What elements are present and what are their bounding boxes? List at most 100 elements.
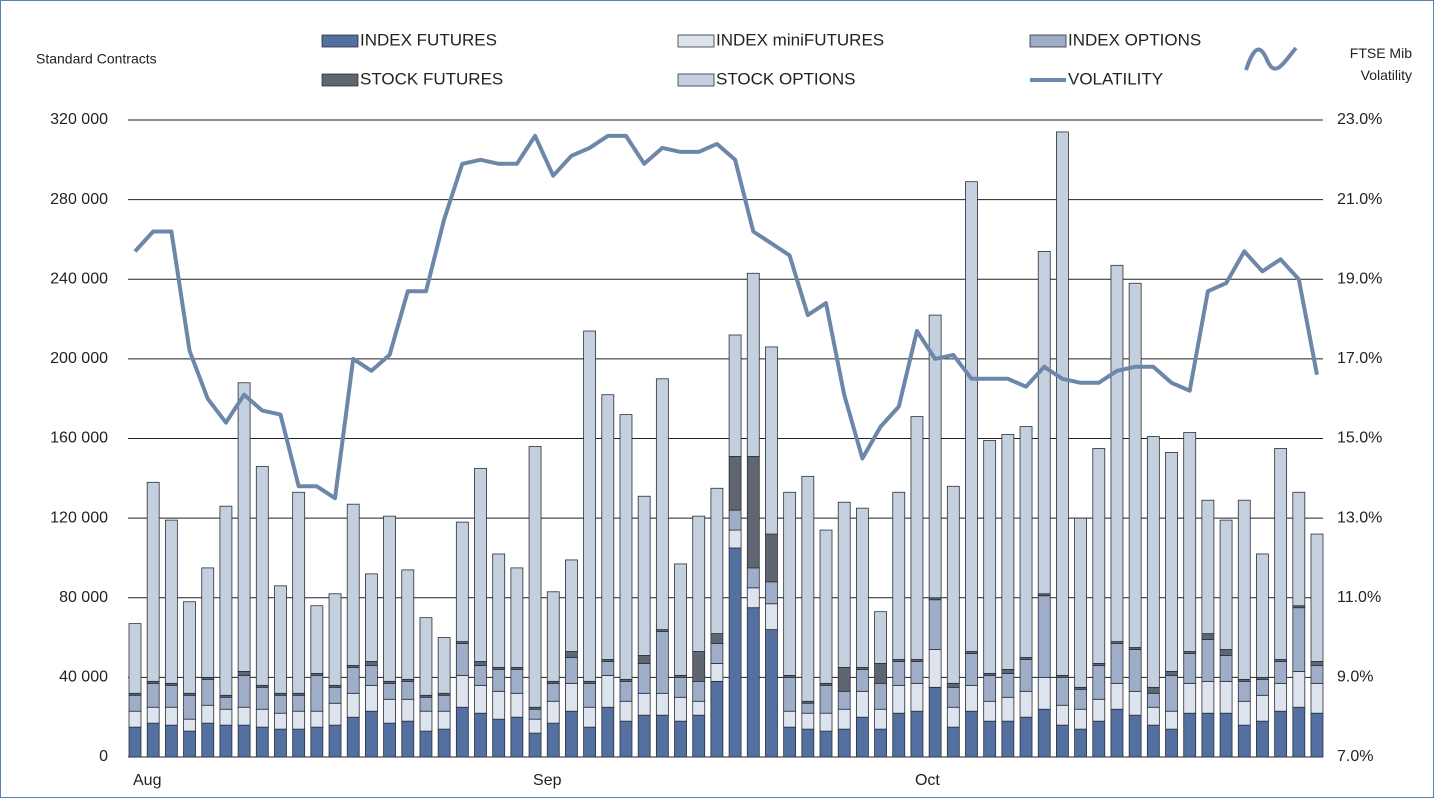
volatility-icon [1244, 46, 1298, 71]
bar-segment [619, 414, 633, 680]
bar-segment [837, 667, 851, 692]
bar-segment [819, 684, 833, 714]
bar-segment [146, 706, 160, 724]
bar-segment [528, 718, 542, 734]
bar-segment [146, 682, 160, 708]
bar-segment [419, 696, 433, 712]
bar-segment [1256, 678, 1269, 696]
bar-segment [874, 708, 887, 730]
bar-segment [710, 487, 724, 634]
bar-segment [128, 694, 142, 712]
bar-segment [274, 728, 287, 758]
bar-segment [565, 559, 578, 652]
bar-segment [1256, 720, 1269, 758]
bar-segment [1146, 692, 1160, 708]
bar-segment [1274, 448, 1288, 660]
bar-segment [710, 663, 724, 682]
bar-segment [528, 732, 542, 758]
bar-segment [674, 696, 687, 722]
bar-segment [946, 485, 960, 684]
bar-segment [492, 669, 506, 692]
bar-segment [765, 629, 778, 758]
bar-segment [310, 726, 324, 758]
bar-segment [419, 710, 433, 732]
bar-segment [1001, 720, 1015, 758]
legend-label: INDEX FUTURES [360, 30, 497, 49]
bar-segment [637, 692, 651, 716]
bar-segment [874, 611, 887, 664]
bar-segment [1183, 682, 1197, 714]
bar-segment [1092, 720, 1106, 758]
bar-segment [946, 706, 960, 728]
y-tick-label: 120 000 [50, 509, 108, 526]
bar-segment [946, 686, 960, 708]
volatility-line [133, 133, 1319, 501]
bar-segment [928, 599, 942, 650]
bar-segment [983, 674, 997, 702]
y-tick-label: 0 [99, 748, 108, 765]
bar-segment [474, 467, 487, 662]
bar-segment [255, 726, 269, 758]
bar-segment [255, 686, 269, 710]
bar-segment [419, 617, 433, 696]
bar-segment [910, 710, 924, 758]
bar-segment [1074, 688, 1087, 710]
bar-segment [492, 690, 506, 720]
bar-segment [237, 724, 251, 758]
bar-segment [692, 700, 706, 716]
y2-tick-label: 19.0% [1337, 270, 1382, 287]
bar-segment [746, 456, 760, 569]
bar-segment [1074, 517, 1087, 688]
y-tick-label: 280 000 [50, 191, 108, 208]
bar-segment [1092, 698, 1106, 722]
legend-swatch [677, 73, 715, 87]
bar-segment [201, 704, 215, 724]
bar-segment [1183, 653, 1197, 684]
bar-segment [801, 702, 815, 714]
y2-axis-title: FTSE Mib Volatility [1349, 45, 1412, 83]
bar-segment [219, 505, 233, 696]
bar-segment [801, 475, 815, 702]
legend-label: VOLATILITY [1068, 69, 1163, 88]
bar-segment [292, 710, 306, 730]
bar-segment [765, 581, 778, 605]
bar-segment [1019, 716, 1033, 758]
bar-segment [1292, 706, 1306, 758]
bar-segment [692, 680, 706, 702]
bar-segment [128, 623, 142, 694]
bar-segment [855, 690, 869, 718]
bar-segment [328, 593, 342, 686]
bar-segment [819, 529, 833, 684]
bar-segment [546, 591, 560, 682]
bar-segment [401, 680, 415, 700]
bar-segment [1310, 665, 1324, 684]
bar-segment [201, 678, 215, 706]
bar-segment [474, 712, 487, 758]
bar-segment [1237, 499, 1251, 680]
bar-segment [1292, 671, 1306, 708]
bar-segment [401, 569, 415, 680]
bar-segment [219, 724, 233, 758]
y2-tick-label: 9.0% [1337, 669, 1373, 686]
bar-segment [1201, 499, 1215, 634]
bar-segment [401, 698, 415, 722]
bar-segment [674, 676, 687, 698]
bar-segment [1001, 434, 1015, 670]
bar-segment [692, 651, 706, 682]
bar-segment [965, 181, 978, 652]
bar-segment [455, 674, 469, 708]
bar-segment [1274, 661, 1288, 684]
bar-segment [474, 661, 487, 666]
bar-segment [510, 669, 524, 694]
y-tick-label: 80 000 [59, 589, 108, 606]
bar-segment [946, 726, 960, 758]
bar-segment [892, 684, 906, 714]
bar-segment [928, 686, 942, 758]
bar-segment [1219, 655, 1233, 682]
bar-segment [328, 686, 342, 704]
bar-segment [1310, 712, 1324, 758]
bar-segment [728, 456, 742, 511]
bar-segment [1056, 724, 1069, 758]
bar-segment [310, 674, 324, 712]
